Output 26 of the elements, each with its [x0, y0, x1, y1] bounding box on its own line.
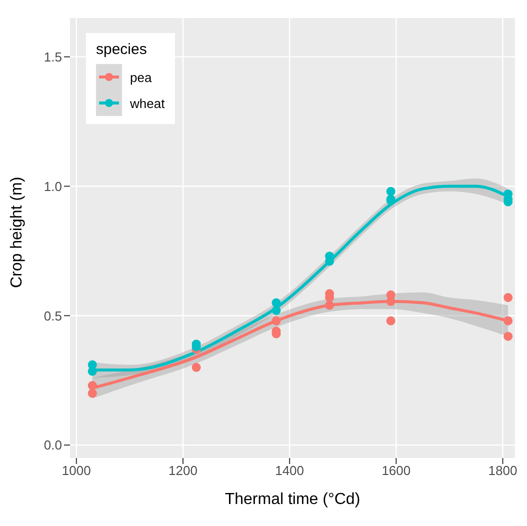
point: [386, 316, 396, 326]
x-tick-label: 1400: [275, 463, 304, 478]
legend-label: pea: [130, 70, 152, 84]
x-axis-title: Thermal time (°Cd): [224, 491, 360, 508]
x-tick-label: 1000: [62, 463, 91, 478]
point: [88, 381, 97, 390]
x-tick-label: 1200: [168, 463, 198, 478]
point: [88, 388, 97, 398]
y-axis-title: Crop height (m): [8, 176, 26, 288]
x-tick-label: 1800: [488, 463, 518, 478]
legend-label: wheat: [130, 96, 165, 110]
legend-title: species: [96, 41, 148, 58]
point: [504, 332, 513, 341]
point: [386, 186, 396, 196]
y-tick-label: 0.0: [44, 438, 62, 453]
y-tick-label: 1.5: [44, 49, 62, 64]
point: [272, 306, 281, 315]
y-tick-label: 0.5: [44, 308, 62, 324]
point: [325, 300, 334, 310]
point: [504, 316, 513, 326]
point: [504, 293, 513, 302]
point: [192, 362, 201, 372]
point: [272, 316, 281, 326]
x-tick-label: 1600: [382, 463, 411, 478]
y-tick-label: 1.0: [44, 178, 62, 194]
point: [272, 298, 281, 308]
